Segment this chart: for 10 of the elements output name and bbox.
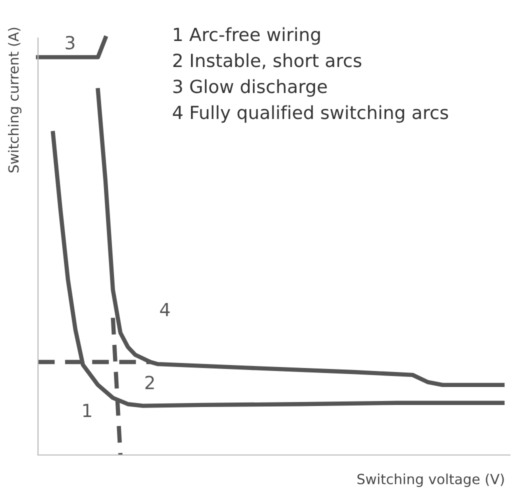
annotation: 1 Arc-free wiring [174,27,320,45]
y-axis-title: Switching current (A) [8,28,22,172]
annotation: 2 [145,376,154,390]
annotation: 1 [83,404,92,418]
annotation: 3 [66,36,74,50]
annotation: 2 Instable, short arcs [173,53,362,70]
annotation: 4 [160,302,170,316]
x-axis-title: Switching voltage (V) [357,474,504,487]
annotation: 3 Glow discharge [173,79,327,97]
annotation: 4 Fully qualified switching arcs [172,105,448,123]
